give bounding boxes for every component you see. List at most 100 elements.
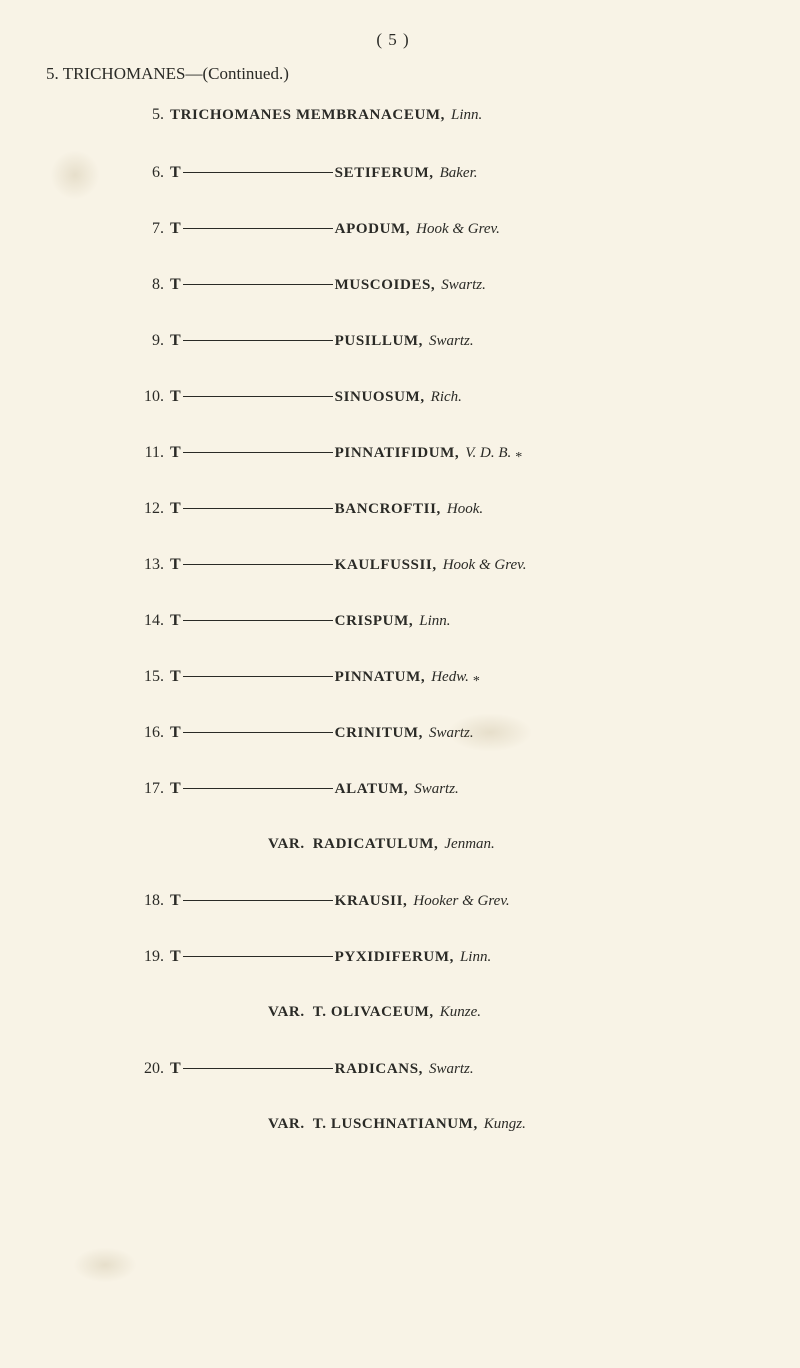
- authority: Linn.: [460, 949, 491, 966]
- paper-smudge: [60, 1240, 150, 1290]
- authority: Baker.: [440, 165, 478, 182]
- entry-num: 12.: [128, 500, 164, 518]
- genus-prefix: T: [170, 444, 181, 462]
- authority: Hooker & Grev.: [413, 893, 509, 910]
- genus-prefix: T: [170, 780, 181, 798]
- var-name: RADICATULUM,: [313, 836, 439, 853]
- section-heading-num: 5.: [46, 64, 59, 83]
- authority: Hook & Grev.: [443, 557, 527, 574]
- entry-num: 15.: [128, 668, 164, 686]
- page-number: ( 5 ): [36, 30, 750, 50]
- authority: Swartz.: [429, 333, 474, 350]
- entry-var: VAR. T. LUSCHNATIANUM, Kungz.: [268, 1116, 750, 1138]
- entry-row: 9.TPUSILLUM,Swartz.: [128, 332, 750, 354]
- section-heading-text: TRICHOMANES—(Continued.): [63, 64, 289, 83]
- trailing-mark: *: [473, 674, 480, 690]
- leader-rule: [183, 620, 333, 621]
- leader-rule: [183, 340, 333, 341]
- authority: Kunze.: [440, 1004, 481, 1021]
- genus-prefix: T: [170, 500, 181, 518]
- authority: Hook & Grev.: [416, 221, 500, 238]
- genus-prefix: T: [170, 1060, 181, 1078]
- entry-row: 15. T PINNATUM, Hedw.*: [128, 668, 750, 690]
- epithet: ALATUM,: [335, 781, 409, 798]
- genus-prefix: T: [170, 892, 181, 910]
- entry-row: 6.TSETIFERUM,Baker.: [128, 164, 750, 186]
- entry-row: 10.TSINUOSUM,Rich.: [128, 388, 750, 410]
- entry-num: 20.: [128, 1060, 164, 1078]
- authority: Swartz.: [441, 277, 486, 294]
- epithet: SETIFERUM,: [335, 165, 434, 182]
- authority: V. D. B.: [465, 445, 511, 462]
- epithet: SINUOSUM,: [335, 389, 425, 406]
- genus-prefix: T: [170, 388, 181, 406]
- entry-num: 9.: [128, 332, 164, 350]
- leader-rule: [183, 732, 333, 733]
- epithet: BANCROFTII,: [335, 501, 441, 518]
- leader-rule: [183, 172, 333, 173]
- epithet: TRICHOMANES MEMBRANACEUM,: [170, 107, 445, 124]
- authority: Hedw.: [431, 669, 469, 686]
- epithet: PYXIDIFERUM,: [335, 949, 454, 966]
- entry-row: 19. T PYXIDIFERUM, Linn.: [128, 948, 750, 970]
- genus-prefix: T: [170, 724, 181, 742]
- var-label: VAR.: [268, 836, 305, 853]
- epithet: PINNATIFIDUM,: [335, 445, 460, 462]
- var-label: VAR.: [268, 1004, 305, 1021]
- entry-num: 8.: [128, 276, 164, 294]
- entry-title: 5. TRICHOMANES MEMBRANACEUM, Linn.: [128, 106, 750, 128]
- epithet: KAULFUSSII,: [335, 557, 437, 574]
- authority: Swartz.: [429, 725, 474, 742]
- authority: Linn.: [451, 107, 482, 124]
- leader-rule: [183, 676, 333, 677]
- genus-prefix: T: [170, 276, 181, 294]
- entry-var: VAR. T. OLIVACEUM, Kunze.: [268, 1004, 750, 1026]
- var-name: T. OLIVACEUM,: [313, 1004, 434, 1021]
- entry-row: 17.TALATUM,Swartz.: [128, 780, 750, 802]
- leader-rule: [183, 900, 333, 901]
- var-label: VAR.: [268, 1116, 305, 1133]
- genus-prefix: T: [170, 612, 181, 630]
- entry-num: 16.: [128, 724, 164, 742]
- entry-var: VAR. RADICATULUM, Jenman.: [268, 836, 750, 858]
- leader-rule: [183, 788, 333, 789]
- leader-rule: [183, 1068, 333, 1069]
- entry-num: 13.: [128, 556, 164, 574]
- entry-row: 13.TKAULFUSSII,Hook & Grev.: [128, 556, 750, 578]
- entry-row: 20. T RADICANS, Swartz.: [128, 1060, 750, 1082]
- entry-row: 14.TCRISPUM,Linn.: [128, 612, 750, 634]
- entry-num: 5.: [128, 106, 164, 124]
- leader-rule: [183, 452, 333, 453]
- epithet: CRISPUM,: [335, 613, 414, 630]
- entry-num: 10.: [128, 388, 164, 406]
- entry-row: 7. T APODUM, Hook & Grev.: [128, 220, 750, 242]
- genus-prefix: T: [170, 948, 181, 966]
- epithet: RADICANS,: [335, 1061, 423, 1078]
- leader-rule: [183, 396, 333, 397]
- entry-num: 18.: [128, 892, 164, 910]
- entry-num: 7.: [128, 220, 164, 238]
- authority: Swartz.: [429, 1061, 474, 1078]
- var-name: T. LUSCHNATIANUM,: [313, 1116, 478, 1133]
- entry-row: 8.TMUSCOIDES,Swartz.: [128, 276, 750, 298]
- epithet: KRAUSII,: [335, 893, 408, 910]
- leader-rule: [183, 956, 333, 957]
- leader-rule: [183, 284, 333, 285]
- entry-row: 12.TBANCROFTII,Hook.: [128, 500, 750, 522]
- entry-num: 6.: [128, 164, 164, 182]
- section-heading: 5. TRICHOMANES—(Continued.): [46, 64, 750, 84]
- leader-rule: [183, 564, 333, 565]
- epithet: PUSILLUM,: [335, 333, 423, 350]
- entry-row: 11.TPINNATIFIDUM,V. D. B.*: [128, 444, 750, 466]
- genus-prefix: T: [170, 220, 181, 238]
- authority: Kungz.: [484, 1116, 526, 1133]
- entry-row: 16.TCRINITUM,Swartz.: [128, 724, 750, 746]
- entry-num: 17.: [128, 780, 164, 798]
- epithet: PINNATUM,: [335, 669, 426, 686]
- genus-prefix: T: [170, 668, 181, 686]
- authority: Jenman.: [444, 836, 494, 853]
- entry-num: 14.: [128, 612, 164, 630]
- page: ( 5 ) 5. TRICHOMANES—(Continued.) 5. TRI…: [0, 0, 800, 1368]
- entry-num: 19.: [128, 948, 164, 966]
- epithet: APODUM,: [335, 221, 410, 238]
